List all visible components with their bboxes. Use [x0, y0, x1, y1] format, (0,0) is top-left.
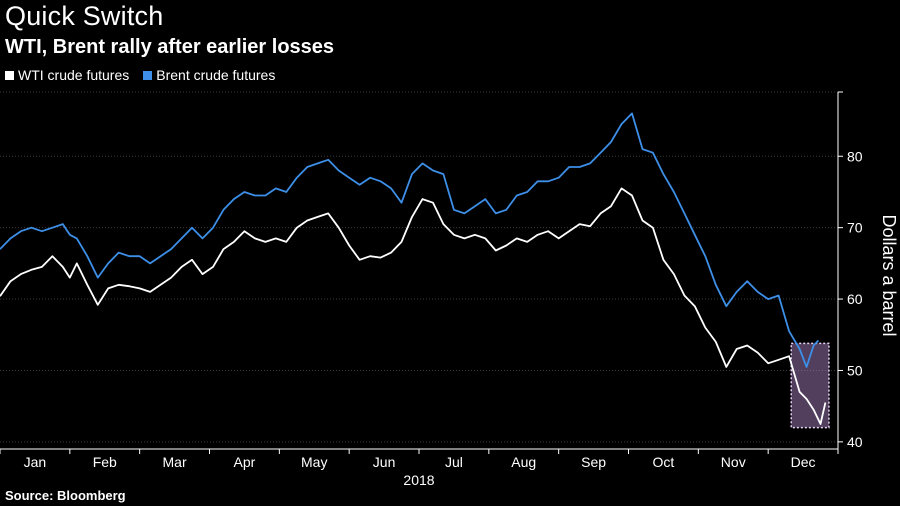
x-tick-label-dec: Dec	[791, 454, 816, 470]
y-tick-label-60: 60	[847, 291, 863, 307]
chart-title: Quick Switch	[5, 1, 164, 31]
x-tick-label-nov: Nov	[721, 454, 746, 470]
x-tick-label-mar: Mar	[163, 454, 187, 470]
chart-subtitle: WTI, Brent rally after earlier losses	[5, 36, 335, 58]
series-lines	[0, 112, 827, 425]
x-tick-label-aug: Aug	[511, 454, 536, 470]
legend-label-brent: Brent crude futures	[156, 67, 276, 83]
x-tick-label-apr: Apr	[234, 454, 256, 470]
series-line-wti	[0, 187, 827, 425]
y-tick-label-50: 50	[847, 362, 863, 378]
x-tick-label-may: May	[301, 454, 327, 470]
grid	[0, 91, 838, 443]
legend-swatch-wti	[5, 70, 14, 80]
series-line-brent	[0, 112, 820, 368]
x-tick-label-oct: Oct	[653, 454, 675, 470]
y-tick-label-70: 70	[847, 220, 863, 236]
x-tick-label-sep: Sep	[581, 454, 606, 470]
source-note: Source: Bloomberg	[5, 488, 126, 503]
axes: 40 50 60 70 80 Jan Feb Mar Apr May Jun Jul Aug Sep Oct…	[0, 91, 899, 488]
x-tick-label-jan: Jan	[24, 454, 47, 470]
x-tick-label-jul: Jul	[445, 454, 463, 470]
x-tick-label-jun: Jun	[373, 454, 396, 470]
legend-item-wti: WTI crude futures	[5, 67, 129, 83]
y-axis-title: Dollars a barrel	[879, 214, 899, 336]
legend-item-brent: Brent crude futures	[143, 67, 275, 83]
legend-label-wti: WTI crude futures	[18, 67, 130, 83]
x-tick-label-feb: Feb	[93, 454, 117, 470]
legend: WTI crude futures Brent crude futures	[5, 67, 275, 83]
y-tick-label-80: 80	[847, 148, 863, 164]
y-tick-label-40: 40	[847, 434, 863, 450]
x-axis-year-label: 2018	[403, 472, 434, 488]
legend-swatch-brent	[143, 70, 153, 80]
